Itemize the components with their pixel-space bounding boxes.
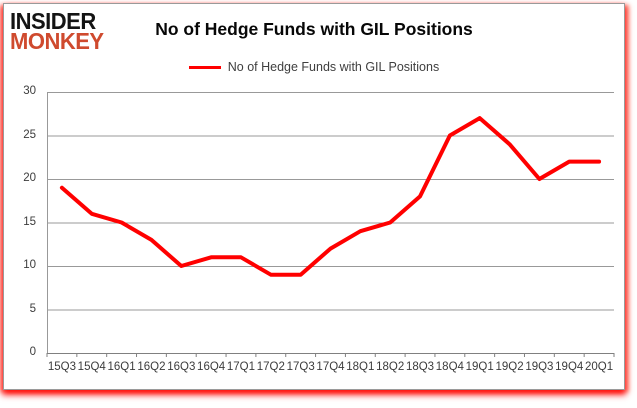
y-axis-labels: 0 5 10 15 20 25 30 bbox=[4, 4, 42, 389]
logo-monkey-text: MONKEY bbox=[10, 28, 104, 55]
x-tick-label: 16Q1 bbox=[107, 361, 136, 373]
x-tick-label: 16Q2 bbox=[137, 361, 166, 373]
legend-label: No of Hedge Funds with GIL Positions bbox=[227, 60, 440, 74]
y-tick-label: 30 bbox=[23, 85, 36, 97]
data-line-series bbox=[59, 116, 602, 277]
x-tick-label: 18Q4 bbox=[435, 361, 464, 373]
line-chart-canvas bbox=[46, 92, 615, 357]
x-tick-label: 17Q4 bbox=[316, 361, 345, 373]
y-tick-label: 20 bbox=[23, 172, 36, 184]
x-tick-label: 17Q2 bbox=[256, 361, 285, 373]
x-tick-label: 20Q1 bbox=[585, 361, 614, 373]
x-tick-label: 18Q1 bbox=[346, 361, 375, 373]
legend: No of Hedge Funds with GIL Positions bbox=[4, 59, 624, 75]
x-tick-label: 19Q2 bbox=[495, 361, 524, 373]
x-tick-label: 16Q4 bbox=[197, 361, 226, 373]
x-tick-label: 16Q3 bbox=[167, 361, 196, 373]
y-tick-label: 15 bbox=[23, 215, 36, 228]
insider-monkey-logo: INSIDER MONKEY bbox=[10, 7, 104, 55]
plot-area bbox=[46, 92, 615, 357]
y-tick-label: 25 bbox=[23, 128, 36, 141]
legend-line-swatch bbox=[188, 65, 221, 69]
chart-title: No of Hedge Funds with GIL Positions bbox=[155, 19, 473, 39]
x-tick-label: 19Q1 bbox=[465, 361, 494, 373]
y-tick-label: 5 bbox=[29, 302, 36, 315]
x-tick-label: 15Q3 bbox=[47, 361, 76, 373]
y-tick-label: 10 bbox=[23, 259, 36, 271]
x-tick-label: 18Q2 bbox=[376, 361, 405, 373]
x-tick-label: 17Q1 bbox=[226, 361, 256, 373]
x-tick-label: 19Q3 bbox=[525, 361, 554, 373]
x-tick-label: 17Q3 bbox=[286, 361, 315, 373]
x-tick-label: 19Q4 bbox=[555, 361, 584, 373]
x-tick-label: 15Q4 bbox=[77, 361, 106, 373]
y-tick-label: 0 bbox=[29, 346, 36, 358]
logo-insider-text: INSIDER bbox=[10, 7, 96, 35]
x-axis-labels: 15Q3 15Q4 16Q1 16Q2 16Q3 16Q4 17Q1 17Q2 17Q3 17Q4… bbox=[4, 4, 624, 389]
chart-card: INSIDER MONKEY No of Hedge Funds with GI… bbox=[3, 3, 625, 390]
x-tick-label: 18Q3 bbox=[405, 361, 435, 373]
